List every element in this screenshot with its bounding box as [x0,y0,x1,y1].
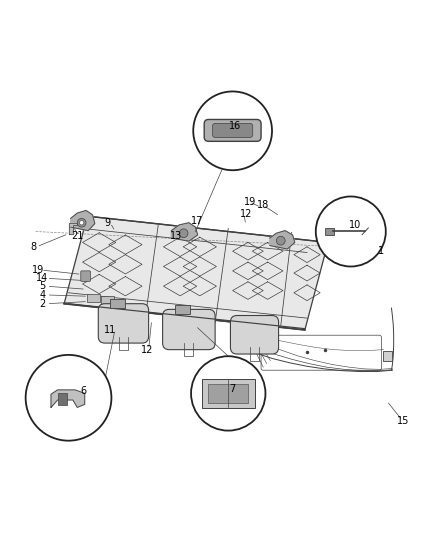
FancyBboxPatch shape [110,300,124,308]
FancyBboxPatch shape [208,384,248,403]
Text: 7: 7 [229,384,235,394]
FancyBboxPatch shape [230,316,278,354]
Text: 12: 12 [141,345,153,354]
Text: 14: 14 [36,273,48,284]
Circle shape [315,197,385,266]
Circle shape [193,92,272,170]
FancyBboxPatch shape [212,124,252,138]
FancyBboxPatch shape [81,271,90,281]
FancyBboxPatch shape [204,119,261,141]
Text: 19: 19 [32,265,44,275]
Circle shape [191,356,265,431]
Polygon shape [68,223,77,233]
FancyBboxPatch shape [58,393,67,405]
Text: 4: 4 [39,290,45,300]
Text: 21: 21 [71,231,83,241]
Text: 6: 6 [81,386,87,396]
Polygon shape [71,211,95,231]
Text: 17: 17 [191,215,203,225]
Text: 9: 9 [105,218,111,228]
FancyBboxPatch shape [382,351,391,361]
Circle shape [179,229,187,238]
FancyBboxPatch shape [162,309,215,350]
FancyBboxPatch shape [201,379,254,408]
FancyBboxPatch shape [101,296,114,304]
Polygon shape [327,212,361,253]
Text: 5: 5 [39,281,45,291]
Circle shape [25,355,111,441]
Text: 12: 12 [239,209,251,219]
FancyBboxPatch shape [324,228,333,236]
Circle shape [77,219,86,227]
Text: 15: 15 [396,416,409,425]
Text: 13: 13 [169,231,181,241]
FancyBboxPatch shape [87,294,100,302]
Polygon shape [51,390,85,407]
Circle shape [276,236,285,245]
Text: 8: 8 [30,242,36,252]
Text: 10: 10 [348,220,360,230]
Polygon shape [64,216,327,330]
Text: 11: 11 [104,325,116,335]
Text: 18: 18 [257,200,269,210]
Text: 1: 1 [378,246,384,256]
Polygon shape [269,231,294,249]
Polygon shape [171,223,197,241]
Text: 19: 19 [244,197,256,207]
Circle shape [79,221,84,225]
FancyBboxPatch shape [175,305,190,314]
Text: 16: 16 [228,122,240,132]
Text: 2: 2 [39,298,45,309]
FancyBboxPatch shape [98,304,148,343]
